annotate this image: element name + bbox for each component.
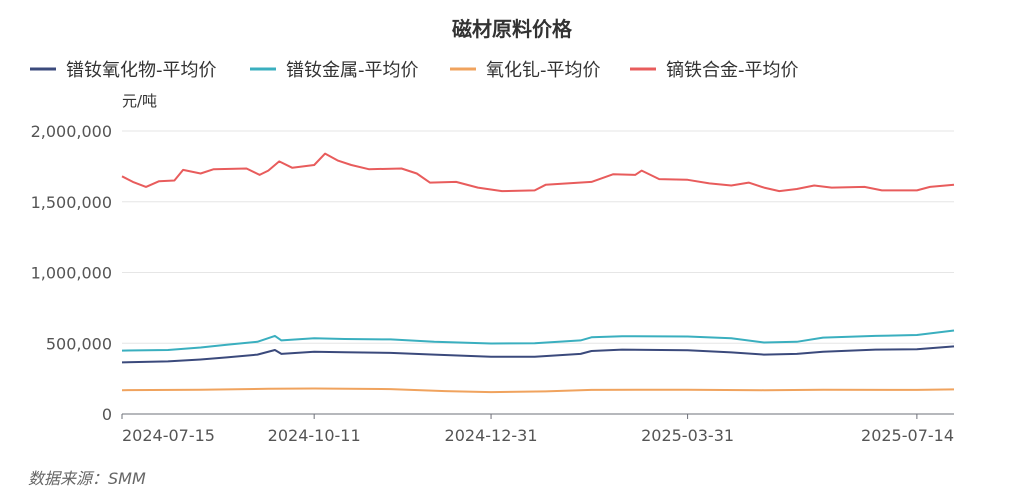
x-tick-label: 2024-10-11 [268,426,361,445]
x-tick-label: 2025-07-14 [861,426,954,445]
y-tick-label: 1,000,000 [31,264,112,283]
series-line [121,152,955,193]
series-line [121,329,955,352]
plot-area [121,152,955,394]
y-tick-label: 500,000 [46,334,112,353]
y-tick-label: 1,500,000 [31,193,112,212]
chart-legend: 镨钕氧化物-平均价 镨钕金属-平均价 氧化钆-平均价 镝铁合金-平均价 [30,60,799,81]
x-tick-label: 2024-07-15 [122,426,215,445]
y-axis: 2,000,000 1,500,000 1,000,000 500,000 0 [31,122,112,424]
x-tick-label: 2025-03-31 [641,426,734,445]
grid-lines [122,130,954,344]
chart-title: 磁材原料价格 [452,17,573,41]
legend-label: 镨钕金属-平均价 [286,60,419,81]
source-note: 数据来源：SMM [28,469,146,488]
y-unit-label: 元/吨 [122,92,157,110]
series-line [121,345,955,364]
series-line [121,387,955,394]
legend-label: 镨钕氧化物-平均价 [66,60,217,81]
legend-label: 镝铁合金-平均价 [666,60,799,81]
x-tick-label: 2024-12-31 [445,426,538,445]
x-axis: 2024-07-15 2024-10-11 2024-12-31 2025-03-31… [121,413,954,445]
y-tick-label: 2,000,000 [31,122,112,141]
legend-label: 氧化钆-平均价 [486,60,601,81]
y-tick-label: 0 [102,405,112,424]
